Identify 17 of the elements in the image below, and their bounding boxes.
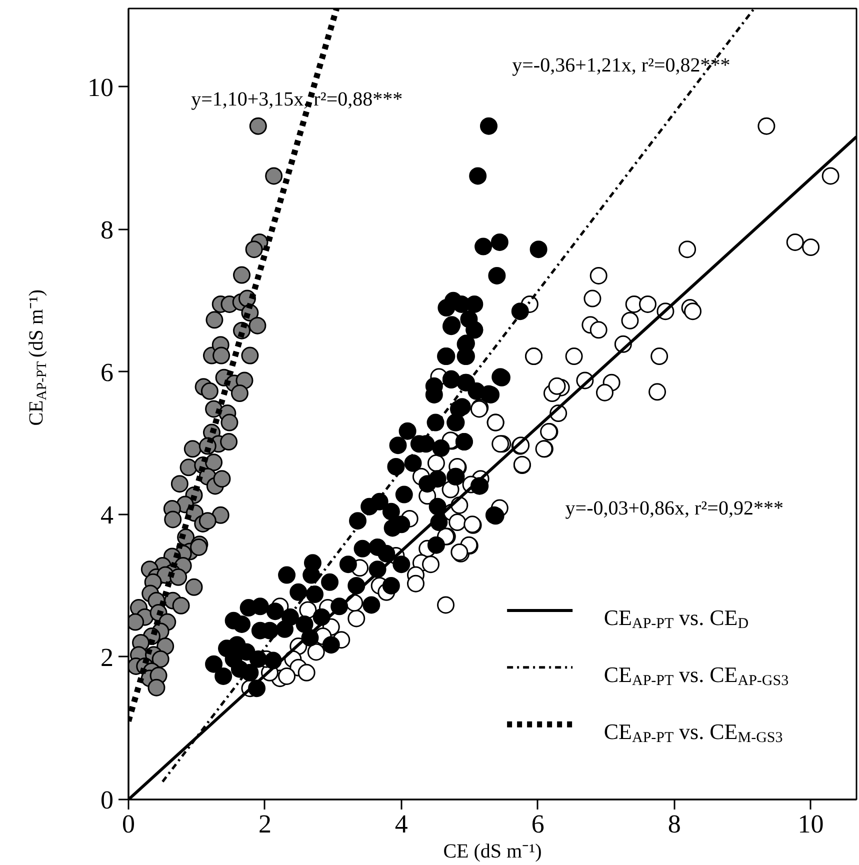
- annotation: y=-0,36+1,21x, r²=0,82***: [512, 54, 730, 76]
- y-tick-label: 0: [100, 786, 114, 814]
- x-tick-label: 6: [531, 810, 544, 838]
- y-tick-label: 10: [88, 72, 114, 102]
- y-tick-label: 4: [100, 500, 114, 530]
- x-axis-title: CE (dS m⁻¹): [443, 840, 542, 862]
- x-tick-label: 8: [668, 810, 681, 838]
- x-tick-label: 2: [258, 810, 272, 838]
- x-tick-label: 10: [798, 810, 824, 838]
- y-tick-label: 8: [100, 215, 114, 244]
- annotation: y=-0,03+0,86x, r²=0,92***: [565, 497, 784, 520]
- y-axis-title: CEAP-PT (dS m⁻¹): [26, 289, 50, 426]
- x-tick-label: 4: [394, 810, 408, 838]
- y-tick-label: 2: [100, 642, 114, 672]
- x-tick-label: 0: [122, 810, 135, 838]
- y-tick-label: 6: [100, 358, 114, 387]
- annotation: y=1,10+3,15x, r²=0,88***: [191, 88, 403, 110]
